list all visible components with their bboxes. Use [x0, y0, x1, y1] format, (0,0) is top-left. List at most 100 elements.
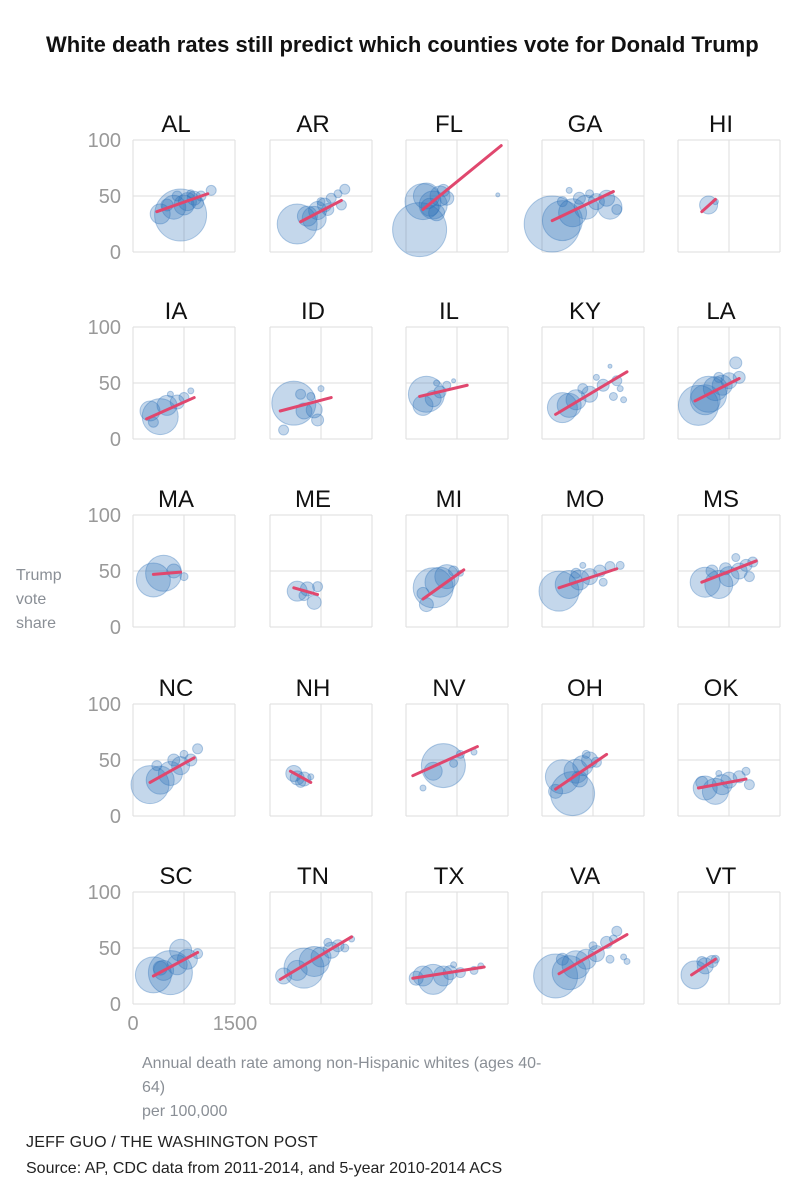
credit-line: JEFF GUO / THE WASHINGTON POST [26, 1134, 318, 1151]
data-point [179, 572, 189, 582]
data-point [306, 594, 322, 610]
data-point [713, 371, 725, 383]
y-tick-label: 50 [99, 186, 121, 208]
y-tick-label: 100 [88, 694, 121, 716]
x-tick-label: 0 [127, 1013, 138, 1035]
data-point [544, 759, 580, 795]
panel-title: AL [161, 111, 190, 138]
data-point [418, 190, 448, 220]
y-tick-label: 100 [88, 882, 121, 904]
panel-nv: NV [405, 675, 509, 817]
data-point [607, 363, 613, 369]
trend-line [557, 567, 619, 590]
panel-title: OH [567, 675, 603, 702]
data-point [187, 387, 195, 395]
panel-hi: HI [677, 111, 781, 253]
y-tick-label: 50 [99, 561, 121, 583]
data-point [555, 952, 569, 966]
data-point [420, 743, 466, 789]
trend-line [418, 383, 469, 398]
trend-line [151, 950, 200, 978]
x-axis-label-line: Annual death rate among non-Hispanic whi… [142, 1055, 542, 1096]
data-point [620, 396, 628, 404]
panel-title: TX [434, 863, 465, 890]
data-point [556, 196, 568, 208]
data-point [325, 192, 337, 204]
trend-line [421, 568, 466, 601]
y-axis-label-line: vote [16, 591, 47, 608]
trend-line [696, 777, 748, 790]
trend-line [693, 377, 741, 403]
data-point [741, 766, 751, 776]
panel-fl: FL [392, 111, 509, 258]
data-point [533, 953, 579, 999]
data-point [572, 191, 586, 205]
trend-line [700, 197, 717, 214]
data-point [729, 356, 743, 370]
data-point [392, 202, 448, 258]
trend-line [557, 933, 629, 976]
panel-title: VA [570, 863, 600, 890]
y-tick-label: 100 [88, 317, 121, 339]
y-tick-label: 0 [110, 429, 121, 451]
data-point [451, 378, 457, 384]
panel-nc: NC 0 50 100 [88, 675, 236, 828]
panel-title: NH [296, 675, 331, 702]
data-point [616, 385, 624, 393]
trend-line [278, 935, 354, 981]
data-point [611, 925, 623, 937]
data-point [592, 373, 600, 381]
data-point [570, 567, 582, 579]
panel-title: HI [709, 111, 733, 138]
data-point [743, 571, 755, 583]
trend-line [690, 957, 717, 977]
panel-nh: NH [269, 675, 373, 817]
data-point [449, 758, 459, 768]
panel-title: LA [706, 298, 735, 325]
trend-line [278, 396, 333, 413]
data-point [311, 413, 325, 427]
data-point [192, 743, 204, 755]
data-point [565, 186, 573, 194]
panels-group: AL 0 50 100 AR FL GA HI IA 0 50 100 ID IL KY LA MA 0 50 100… [88, 111, 781, 1035]
panel-tn: TN [269, 863, 373, 1005]
data-point [419, 784, 427, 792]
data-point [715, 769, 723, 777]
y-tick-label: 0 [110, 994, 121, 1016]
data-point [424, 566, 456, 598]
data-point [333, 189, 343, 199]
panel-mi: MI [405, 486, 509, 628]
panel-title: FL [435, 111, 463, 138]
trend-line [421, 144, 503, 211]
chart-title: White death rates still predict which co… [46, 32, 759, 57]
y-tick-label: 50 [99, 938, 121, 960]
trend-line [145, 396, 196, 421]
data-point [130, 765, 170, 805]
panel-al: AL 0 50 100 [88, 111, 236, 264]
x-axis-label: Annual death rate among non-Hispanic whi… [142, 1052, 542, 1124]
panel-title: IA [165, 298, 188, 325]
panel-title: MI [436, 486, 463, 513]
data-point [577, 383, 589, 395]
trend-line [550, 190, 615, 223]
data-point [307, 773, 315, 781]
y-tick-label: 0 [110, 242, 121, 264]
panel-title: VT [706, 863, 737, 890]
data-point [154, 188, 208, 242]
data-point [608, 391, 618, 401]
panel-title: ID [301, 298, 325, 325]
data-point [171, 190, 183, 202]
data-point [276, 203, 318, 245]
panel-oh: OH [541, 675, 645, 817]
data-point [186, 189, 196, 199]
panel-title: MA [158, 486, 194, 513]
data-point [316, 197, 326, 207]
trend-line [155, 192, 210, 214]
panel-vt: VT [677, 863, 781, 1005]
x-axis-label-line: per 100,000 [142, 1103, 228, 1120]
data-point [743, 779, 755, 791]
data-point [615, 560, 625, 570]
data-point [558, 198, 588, 228]
data-point [317, 385, 325, 393]
